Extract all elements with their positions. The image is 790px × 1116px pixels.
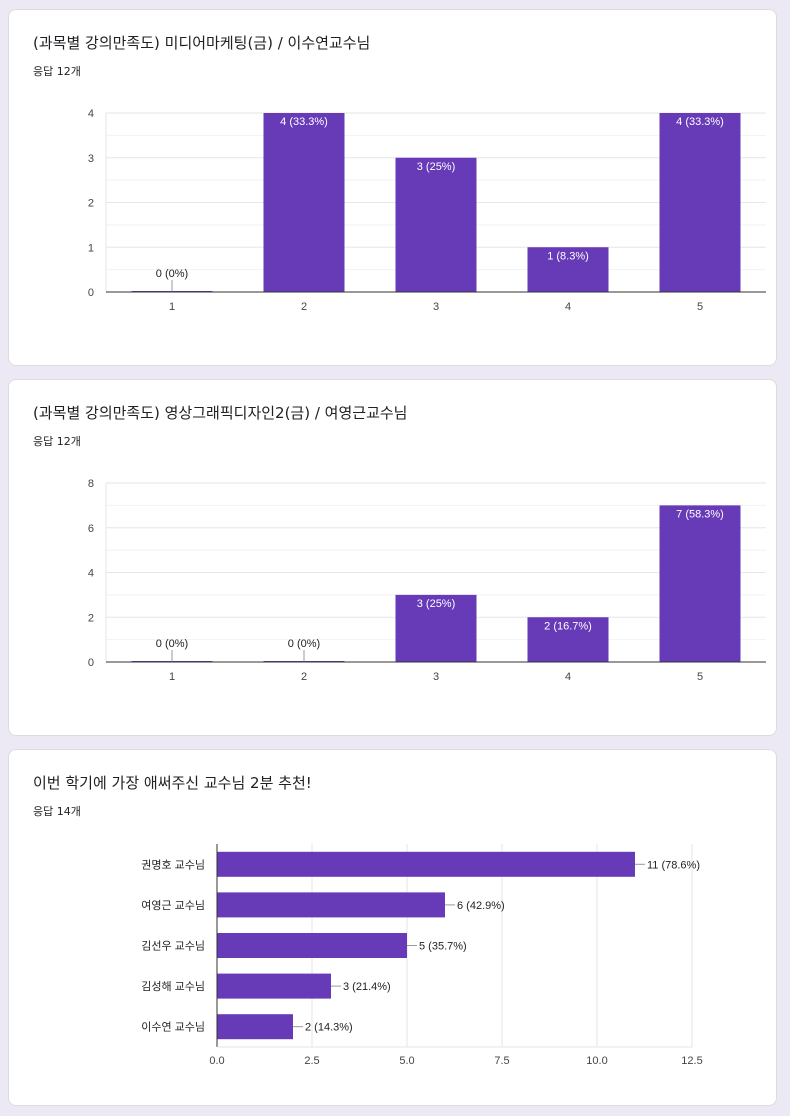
x-tick-label: 3 bbox=[433, 671, 439, 683]
bar bbox=[217, 1014, 293, 1040]
bar bbox=[217, 933, 407, 958]
x-tick-label: 1 bbox=[169, 301, 175, 313]
x-tick-label: 2.5 bbox=[304, 1055, 319, 1067]
category-label: 이수연 교수님 bbox=[141, 1021, 205, 1034]
y-tick-label: 2 bbox=[88, 612, 94, 624]
x-tick-label: 2 bbox=[301, 671, 307, 683]
x-tick-label: 3 bbox=[433, 301, 439, 313]
bar bbox=[217, 851, 635, 877]
y-tick-label: 2 bbox=[88, 198, 94, 210]
question-card-3: 이번 학기에 가장 애써주신 교수님 2분 추천! 응답 14개 0.0 2.5 5… bbox=[8, 749, 777, 1106]
data-label: 6 (42.9%) bbox=[457, 900, 505, 912]
x-tick-label: 1 bbox=[169, 671, 175, 683]
data-label: 7 (58.3%) bbox=[676, 508, 724, 520]
y-tick-label: 0 bbox=[88, 657, 94, 669]
bar bbox=[527, 617, 609, 662]
y-tick-label: 3 bbox=[88, 153, 94, 165]
bar bbox=[217, 973, 331, 999]
data-label: 2 (16.7%) bbox=[544, 620, 592, 632]
data-label: 3 (25%) bbox=[417, 598, 456, 610]
y-tick-label: 1 bbox=[88, 242, 94, 254]
question-title: (과목별 강의만족도) 영상그래픽디자인2(금) / 여영근교수님 bbox=[33, 404, 408, 422]
category-label: 권명호 교수님 bbox=[141, 858, 205, 871]
x-tick-label: 4 bbox=[565, 301, 571, 313]
data-label: 3 (21.4%) bbox=[343, 981, 391, 993]
bar bbox=[659, 505, 741, 662]
bar bbox=[395, 157, 477, 292]
y-tick-label: 0 bbox=[88, 287, 94, 299]
data-label: 0 (0%) bbox=[156, 638, 188, 650]
data-label: 1 (8.3%) bbox=[547, 250, 589, 262]
category-label: 여영근 교수님 bbox=[141, 899, 205, 912]
x-tick-label: 10.0 bbox=[586, 1055, 607, 1067]
data-label: 5 (35.7%) bbox=[419, 941, 467, 953]
x-tick-label: 2 bbox=[301, 301, 307, 313]
y-tick-label: 4 bbox=[88, 108, 94, 120]
y-tick-label: 8 bbox=[88, 478, 94, 490]
data-label: 4 (33.3%) bbox=[280, 116, 328, 128]
category-label: 김성해 교수님 bbox=[141, 979, 205, 993]
x-tick-label: 7.5 bbox=[494, 1055, 509, 1067]
vertical-bar-chart: 0 2 4 6 8 0 (0%) 1 0 (0%) 2 3 (25%) 3 2 (16.7%) 4 7 (… bbox=[88, 478, 766, 683]
question-card-1: (과목별 강의만족도) 미디어마케팅(금) / 이수연교수님 응답 12개 0 1… bbox=[8, 9, 777, 366]
bar bbox=[395, 594, 477, 662]
y-tick-label: 6 bbox=[88, 523, 94, 535]
vertical-bar-chart: 0 1 2 3 4 0 (0%) 1 4 (33.3%) 2 3 (25%) 3 1 (8.3%) 4 4… bbox=[88, 108, 766, 313]
data-label: 4 (33.3%) bbox=[676, 116, 724, 128]
x-tick-label: 4 bbox=[565, 671, 571, 683]
data-label: 11 (78.6%) bbox=[647, 859, 700, 871]
x-tick-label: 5 bbox=[697, 301, 703, 313]
data-label: 2 (14.3%) bbox=[305, 1022, 353, 1034]
bar bbox=[659, 113, 741, 292]
bar bbox=[263, 113, 345, 292]
data-label: 0 (0%) bbox=[288, 638, 320, 650]
horizontal-bar-chart: 0.0 2.5 5.0 7.5 10.0 12.5 11 (78.6%) 권명호 교수님 6 (… bbox=[141, 844, 703, 1067]
x-tick-label: 12.5 bbox=[681, 1055, 702, 1067]
x-tick-label: 5 bbox=[697, 671, 703, 683]
bar bbox=[527, 247, 609, 292]
bar bbox=[217, 892, 445, 918]
data-label: 3 (25%) bbox=[417, 161, 456, 173]
question-card-2: (과목별 강의만족도) 영상그래픽디자인2(금) / 여영근교수님 응답 12개… bbox=[8, 379, 777, 736]
y-tick-label: 4 bbox=[88, 568, 94, 580]
x-tick-label: 0.0 bbox=[209, 1055, 224, 1067]
category-label: 김선우 교수님 bbox=[141, 940, 205, 953]
question-title: 이번 학기에 가장 애써주신 교수님 2분 추천! bbox=[33, 774, 312, 792]
response-count: 응답 12개 bbox=[33, 435, 81, 448]
data-label: 0 (0%) bbox=[156, 268, 188, 280]
response-count: 응답 14개 bbox=[33, 805, 81, 818]
x-tick-label: 5.0 bbox=[399, 1055, 414, 1067]
question-title: (과목별 강의만족도) 미디어마케팅(금) / 이수연교수님 bbox=[33, 34, 371, 52]
response-count: 응답 12개 bbox=[33, 65, 81, 78]
